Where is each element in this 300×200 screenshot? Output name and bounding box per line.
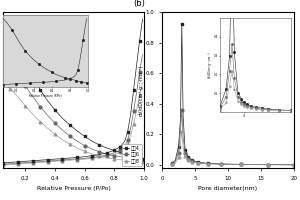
Legend: 样品4, 样品6, 样品8: 样品4, 样品6, 样品8 [122, 144, 142, 166]
Y-axis label: dV/dD(cm³·g⁻¹·nm⁻¹): dV/dD(cm³·g⁻¹·nm⁻¹) [139, 64, 144, 116]
X-axis label: Pore diameter(nm): Pore diameter(nm) [198, 186, 258, 191]
Text: (b): (b) [133, 0, 145, 8]
X-axis label: Relative Pressure (P/Po): Relative Pressure (P/Po) [37, 186, 110, 191]
